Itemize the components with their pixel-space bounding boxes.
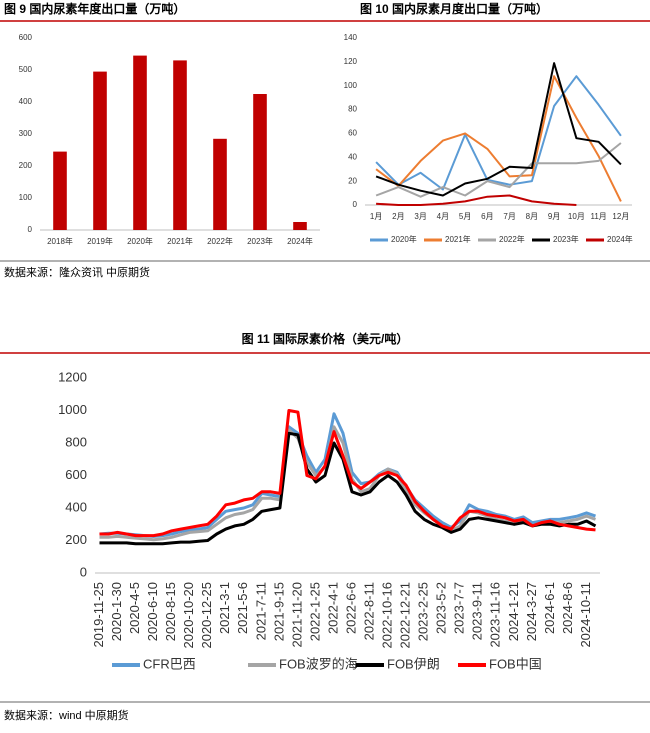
x-tick-label: 1月 [370, 212, 382, 221]
bar [293, 222, 307, 230]
legend-label: 2022年 [499, 234, 525, 244]
line-series [375, 75, 622, 191]
source-note: 数据来源：隆众资讯 中原期货 [4, 265, 150, 279]
bar [133, 55, 147, 230]
x-tick-label: 10月 [568, 212, 585, 221]
x-tick-label: 6月 [481, 212, 493, 221]
x-tick-label: 2021年 [167, 236, 193, 246]
y-tick-label: 20 [348, 176, 357, 185]
x-tick-label: 2023-5-2 [434, 582, 449, 634]
x-tick-label: 8月 [526, 212, 538, 221]
y-tick-label: 100 [19, 193, 33, 202]
y-tick-label: 40 [348, 152, 357, 161]
y-tick-label: 400 [65, 499, 87, 514]
legend-label: FOB伊朗 [387, 656, 440, 671]
y-tick-label: 400 [19, 97, 33, 106]
x-tick-label: 2019年 [87, 236, 113, 246]
bar [253, 94, 267, 230]
bar [213, 138, 227, 230]
y-tick-label: 0 [353, 200, 358, 209]
x-tick-label: 2020-4-5 [127, 582, 142, 634]
x-tick-label: 11月 [590, 212, 606, 221]
x-tick-label: 2月 [392, 212, 404, 221]
y-tick-label: 60 [348, 129, 357, 138]
source-note: 数据来源：wind 中原期货 [4, 708, 129, 722]
y-tick-label: 600 [65, 467, 87, 482]
x-tick-label: 2020年 [127, 236, 153, 246]
line-series [375, 62, 622, 197]
x-tick-label: 2024-10-11 [578, 582, 593, 648]
x-tick-label: 2024-1-21 [506, 582, 521, 641]
y-tick-label: 200 [19, 161, 33, 170]
line-series [376, 194, 577, 206]
x-tick-label: 2020-8-15 [163, 582, 178, 641]
x-tick-label: 2021-9-15 [271, 582, 286, 641]
legend-label: 2023年 [553, 234, 579, 244]
x-tick-label: 2020-1-30 [109, 582, 124, 641]
x-tick-label: 2022年 [207, 236, 233, 246]
legend-label: FOB波罗的海 [279, 656, 358, 671]
x-tick-label: 7月 [503, 212, 515, 221]
chart-title: 图 11 国际尿素价格（美元/吨） [242, 331, 409, 346]
x-tick-label: 2021-3-1 [217, 582, 232, 634]
bar [93, 71, 107, 230]
legend-label: CFR巴西 [143, 656, 196, 671]
x-tick-label: 3月 [414, 212, 426, 221]
x-tick-label: 2022-10-16 [380, 582, 395, 649]
x-tick-label: 2022-6-6 [343, 582, 358, 634]
x-tick-label: 2021-11-20 [289, 582, 304, 648]
bar [53, 151, 67, 230]
line-series [375, 75, 622, 202]
x-tick-label: 2022-8-11 [361, 582, 376, 640]
x-tick-label: 2022-12-21 [398, 582, 413, 649]
x-tick-label: 9月 [548, 212, 560, 221]
x-tick-label: 2020-6-10 [145, 582, 160, 641]
y-tick-label: 0 [80, 564, 87, 579]
x-tick-label: 12月 [612, 212, 629, 221]
y-tick-label: 120 [344, 57, 358, 66]
y-tick-label: 800 [65, 434, 87, 449]
y-tick-label: 80 [348, 105, 357, 114]
x-tick-label: 2024-3-27 [524, 582, 539, 641]
legend-label: 2021年 [445, 234, 471, 244]
x-tick-label: 2021-7-11 [253, 582, 268, 640]
x-tick-label: 2024-8-6 [560, 582, 575, 634]
legend-label: FOB中国 [489, 656, 542, 671]
y-tick-label: 600 [19, 33, 33, 42]
y-tick-label: 500 [19, 65, 33, 74]
x-tick-label: 4月 [437, 212, 449, 221]
x-tick-label: 2023-2-25 [416, 582, 431, 641]
y-tick-label: 1000 [58, 402, 87, 417]
x-tick-label: 2021-5-6 [235, 582, 250, 634]
x-tick-label: 2023-9-11 [470, 582, 485, 640]
x-tick-label: 2023年 [247, 236, 273, 246]
y-tick-label: 100 [344, 81, 358, 90]
line-series [99, 412, 597, 538]
x-tick-label: 2018年 [47, 236, 73, 246]
x-tick-label: 2022-1-25 [307, 582, 322, 641]
legend-label: 2020年 [391, 234, 417, 244]
x-tick-label: 5月 [459, 212, 471, 221]
line-series [375, 142, 622, 198]
x-tick-label: 2020-10-20 [181, 582, 196, 649]
x-tick-label: 2023-7-7 [452, 582, 467, 634]
x-tick-label: 2023-11-16 [488, 582, 503, 648]
y-tick-label: 0 [28, 225, 33, 234]
line-series [99, 409, 596, 538]
bar [173, 60, 187, 231]
x-tick-label: 2020-12-25 [199, 582, 214, 649]
x-tick-label: 2022-4-1 [325, 582, 340, 634]
y-tick-label: 200 [65, 532, 87, 547]
y-tick-label: 300 [19, 129, 33, 138]
line-series [99, 431, 597, 546]
x-tick-label: 2024年 [287, 236, 313, 246]
chart-title: 图 10 国内尿素月度出口量（万吨） [360, 1, 548, 16]
x-tick-label: 2019-11-25 [91, 582, 106, 648]
y-tick-label: 140 [344, 33, 358, 42]
chart-title: 图 9 国内尿素年度出口量（万吨） [4, 1, 185, 16]
y-tick-label: 1200 [58, 369, 87, 384]
x-tick-label: 2024-6-1 [542, 582, 557, 634]
legend-label: 2024年 [607, 234, 633, 244]
